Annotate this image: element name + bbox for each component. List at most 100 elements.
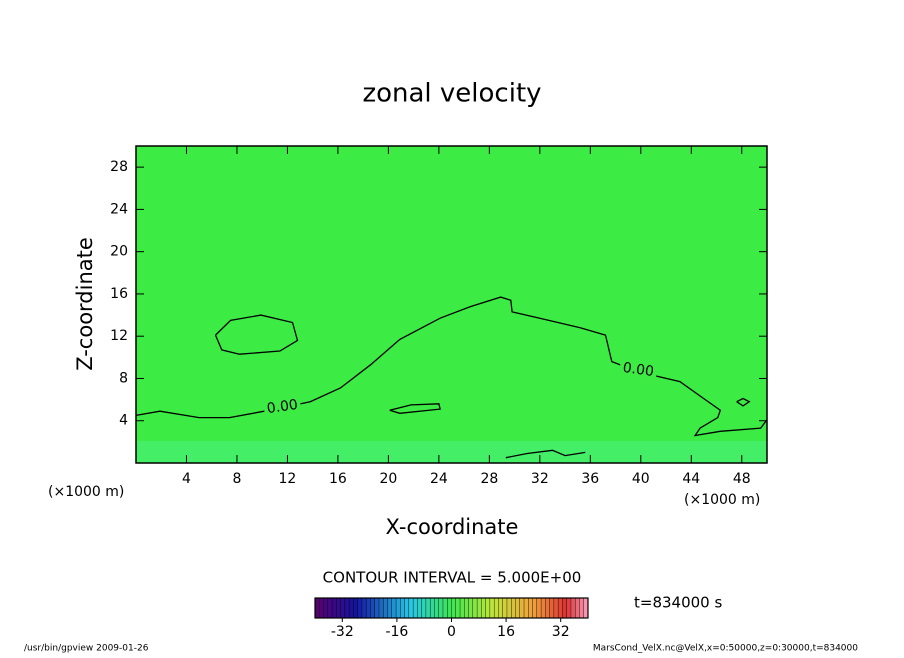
colorbar-cell [429, 597, 435, 619]
y-tick-label: 28 [110, 159, 128, 175]
colorbar-cell [528, 597, 534, 619]
x-tick-label: 36 [581, 471, 599, 487]
colorbar-cell [327, 597, 333, 619]
colorbar-cell [314, 597, 320, 619]
colorbar-cell [383, 597, 389, 619]
colorbar-cell [319, 597, 325, 619]
colorbar-cell [400, 597, 406, 619]
colorbar-cell [532, 597, 538, 619]
contour-label-bg [264, 399, 301, 414]
colorbar-cell [451, 597, 457, 619]
x-tick-label: 12 [279, 471, 297, 487]
colorbar-cell [536, 597, 542, 619]
colorbar-tick-label: 16 [497, 624, 515, 640]
colorbar-cell [408, 597, 414, 619]
x-tick-label: 24 [430, 471, 448, 487]
colorbar-cell [323, 597, 329, 619]
footer-right: MarsCond_VelX.nc@VelX,x=0:50000,z=0:3000… [593, 644, 858, 654]
colorbar-cell [348, 597, 354, 619]
colorbar-cell [447, 597, 453, 619]
colorbar-cell [361, 597, 367, 619]
x-tick-label: 8 [232, 471, 241, 487]
colorbar-cell [523, 597, 529, 619]
colorbar-tick-label: -32 [331, 624, 354, 640]
colorbar-cell [472, 597, 478, 619]
colorbar-cell [498, 597, 504, 619]
contour-line [505, 449, 586, 459]
x-tick-label: 44 [682, 471, 700, 487]
colorbar-tick-label: 32 [552, 624, 570, 640]
colorbar-cell [438, 597, 444, 619]
colorbar-cell [434, 597, 440, 619]
colorbar-cell [515, 597, 521, 619]
y-tick-label: 4 [119, 413, 128, 429]
colorbar-cell [579, 597, 585, 619]
colorbar-cell [417, 597, 423, 619]
chart-title: zonal velocity [362, 79, 541, 109]
y-axis-label: Z-coordinate [73, 237, 97, 371]
colorbar-cell [575, 597, 580, 619]
colorbar-cell [511, 597, 516, 619]
colorbar-cell [425, 597, 431, 619]
plot-fill [136, 146, 767, 463]
x-tick-label: 16 [329, 471, 347, 487]
colorbar-cell [553, 597, 559, 619]
colorbar-cell [519, 597, 525, 619]
contour-label: 0.00 [266, 397, 299, 417]
time-label: t=834000 s [634, 594, 722, 612]
contour-line [214, 314, 299, 355]
x-tick-label: 20 [379, 471, 397, 487]
y-tick-label: 8 [119, 370, 128, 386]
colorbar-cell [353, 597, 359, 619]
colorbar-cell [476, 597, 482, 619]
contour-label: 0.00 [622, 360, 655, 380]
x-unit-right: (×1000 m) [684, 492, 760, 508]
colorbar-cell [395, 597, 401, 619]
colorbar-cell [545, 597, 551, 619]
colorbar-cell [344, 597, 350, 619]
colorbar-cell [421, 597, 427, 619]
colorbar-cell [493, 597, 499, 619]
colorbar-cell [562, 597, 568, 619]
x-unit-left: (×1000 m) [48, 484, 124, 500]
y-tick-label: 12 [110, 328, 128, 344]
colorbar-cell [540, 597, 546, 619]
colorbar-cell [549, 597, 555, 619]
x-tick-label: 28 [480, 471, 498, 487]
colorbar-cell [391, 597, 397, 619]
colorbar-cell [481, 597, 487, 619]
colorbar-cell [455, 597, 461, 619]
footer-left: /usr/bin/gpview 2009-01-26 [24, 644, 149, 654]
colorbar-cell [557, 597, 563, 619]
x-tick-label: 40 [632, 471, 650, 487]
colorbar-cell [506, 597, 512, 619]
colorbar-tick-label: -16 [385, 624, 408, 640]
colorbar-cell [412, 597, 418, 619]
colorbar-cell [387, 597, 393, 619]
contour-label-bg [620, 363, 657, 378]
plot-frame [135, 145, 768, 464]
colorbar-cell [365, 597, 371, 619]
colorbar-tick-label: 0 [447, 624, 456, 640]
x-axis-label: X-coordinate [386, 515, 519, 539]
colorbar-cell [331, 597, 337, 619]
colorbar-cell [468, 597, 474, 619]
y-tick-label: 24 [110, 201, 128, 217]
colorbar-cell [374, 597, 380, 619]
contour-line [736, 397, 751, 407]
colorbar-cell [378, 597, 384, 619]
y-tick-label: 20 [110, 244, 128, 260]
y-tick-label: 16 [110, 286, 128, 302]
colorbar-cell [340, 597, 346, 619]
colorbar-cell [566, 597, 572, 619]
contour-line [389, 403, 441, 414]
colorbar-cell [442, 597, 448, 619]
colorbar-cell [464, 597, 470, 619]
colorbar-cell [489, 597, 495, 619]
colorbar-cell [502, 597, 508, 619]
x-tick-label: 4 [182, 471, 191, 487]
colorbar-cell [336, 597, 342, 619]
x-tick-label: 48 [733, 471, 751, 487]
